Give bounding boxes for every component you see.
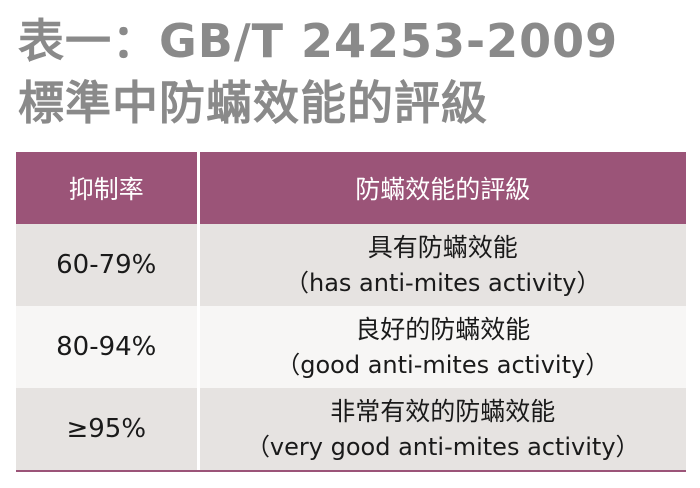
efficacy-en: （good anti-mites activity） xyxy=(276,351,610,379)
table-title-line1: 表一：GB/T 24253-2009 xyxy=(18,14,619,68)
table-row: 60-79% 具有防蟎效能 （has anti-mites activity） xyxy=(16,224,686,306)
efficacy-cell: 非常有效的防蟎效能 （very good anti-mites activity… xyxy=(196,388,686,470)
efficacy-zh: 非常有效的防蟎效能 xyxy=(330,397,556,426)
header-efficacy: 防蟎效能的評級 xyxy=(196,152,686,224)
efficacy-cell: 具有防蟎效能 （has anti-mites activity） xyxy=(196,224,686,306)
rate-cell: 60-79% xyxy=(16,224,198,306)
table-title-line2: 標準中防蟎效能的評級 xyxy=(18,76,488,130)
efficacy-table: 抑制率 防蟎效能的評級 60-79% 具有防蟎效能 （has anti-mite… xyxy=(16,152,686,470)
rate-cell: 80-94% xyxy=(16,306,198,388)
table-header-row: 抑制率 防蟎效能的評級 xyxy=(16,152,686,224)
header-rate: 抑制率 xyxy=(16,152,198,224)
efficacy-zh: 良好的防蟎效能 xyxy=(355,315,531,344)
rate-cell: ≥95% xyxy=(16,388,198,470)
efficacy-en: （has anti-mites activity） xyxy=(284,269,601,297)
bottom-rule xyxy=(16,470,686,472)
efficacy-en: （very good anti-mites activity） xyxy=(245,433,640,461)
table-row: 80-94% 良好的防蟎效能 （good anti-mites activity… xyxy=(16,306,686,388)
efficacy-cell: 良好的防蟎效能 （good anti-mites activity） xyxy=(196,306,686,388)
efficacy-zh: 具有防蟎效能 xyxy=(367,233,518,262)
table-row: ≥95% 非常有效的防蟎效能 （very good anti-mites act… xyxy=(16,388,686,470)
table-title: 表一：GB/T 24253-2009 標準中防蟎效能的評級 xyxy=(18,10,688,134)
